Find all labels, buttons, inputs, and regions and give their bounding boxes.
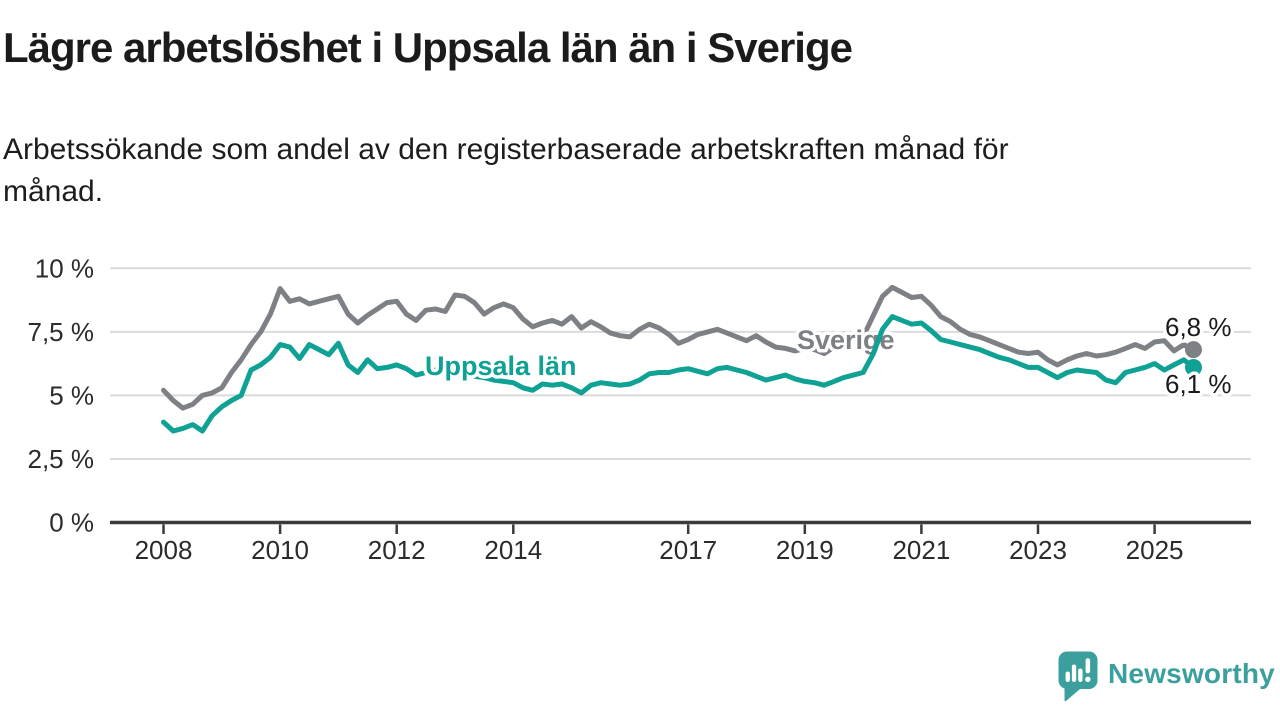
y-tick-label: 5 % (49, 380, 94, 410)
x-tick-label: 2025 (1126, 535, 1184, 565)
x-tick-label: 2012 (368, 535, 426, 565)
chart-subtitle-line2: månad. (3, 175, 104, 208)
x-tick-label: 2017 (659, 535, 717, 565)
x-tick-label: 2023 (1009, 535, 1067, 565)
y-tick-label: 2,5 % (28, 444, 95, 474)
chart-subtitle-line1: Arbetssökande som andel av den registerb… (3, 133, 1009, 166)
series-end-dot (1184, 341, 1202, 359)
y-tick-label: 7,5 % (28, 317, 95, 347)
newsworthy-logo-link[interactable]: Newsworthy (1058, 651, 1275, 702)
series-end-dot (1184, 358, 1202, 376)
series-line-uppsala-lan (161, 314, 1196, 434)
x-tick-label: 2019 (776, 535, 834, 565)
series-end-value: 6,8 % (1165, 312, 1232, 342)
x-tick-label: 2021 (892, 535, 950, 565)
chart-subtitle: Arbetssökande som andel av den registerb… (3, 129, 1009, 213)
newsworthy-logo-text: Newsworthy (1108, 658, 1275, 689)
x-tick-label: 2010 (251, 535, 309, 565)
series-line-sverige (161, 284, 1196, 411)
series-label: Uppsala län (425, 351, 577, 381)
y-tick-label: 10 % (35, 253, 94, 283)
x-tick-label: 2008 (135, 535, 193, 565)
newsworthy-logo-icon (1058, 651, 1098, 702)
chart-title: Lägre arbetslöshet i Uppsala län än i Sv… (3, 24, 853, 71)
y-tick-label: 0 % (49, 508, 94, 538)
series-end-value: 6,1 % (1165, 369, 1232, 399)
x-tick-label: 2014 (484, 535, 542, 565)
